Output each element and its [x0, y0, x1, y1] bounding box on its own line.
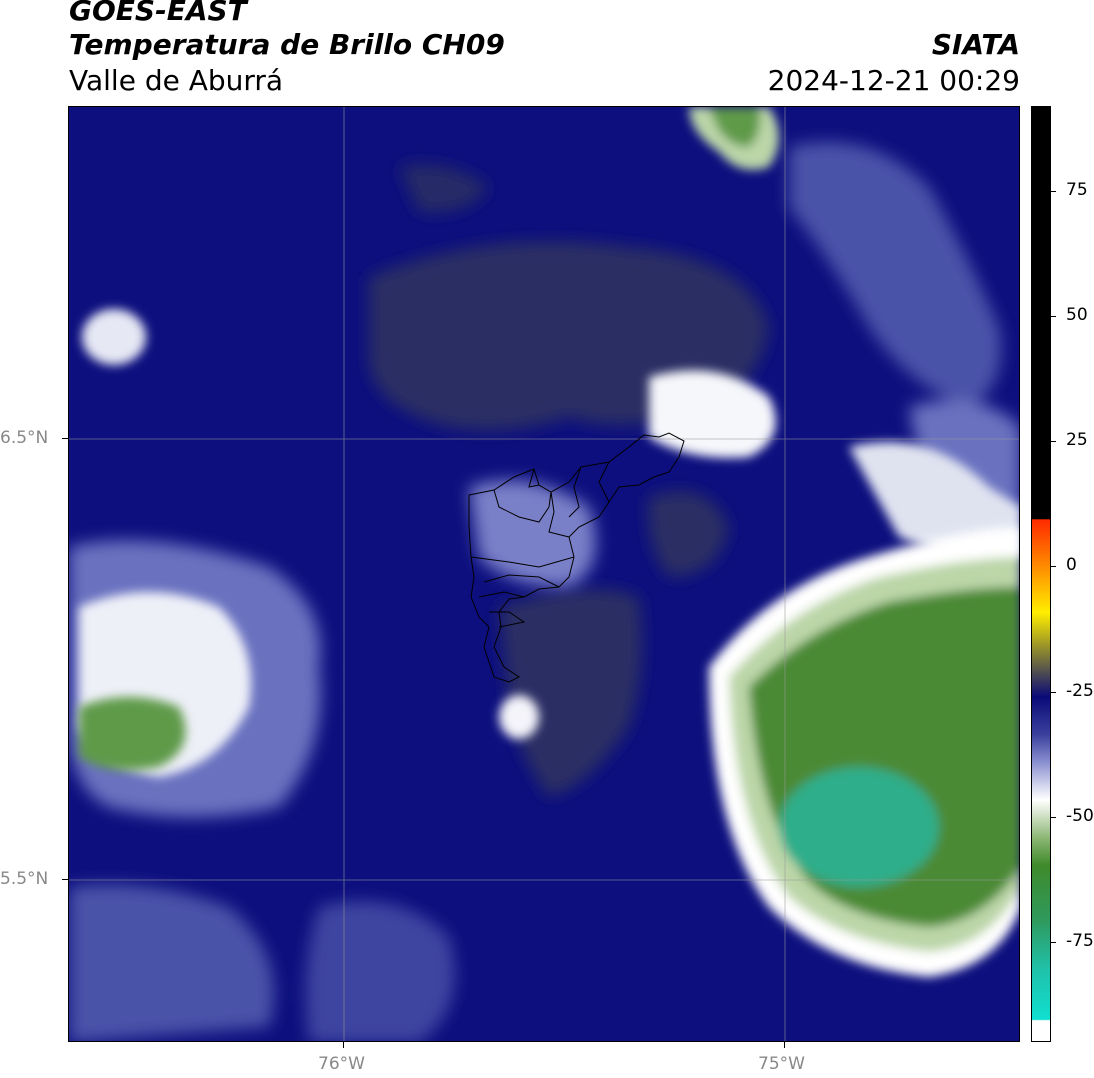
colorbar-tick-label: 75	[1066, 180, 1088, 200]
municipal-boundaries	[468, 432, 685, 683]
colorbar-tick-label: -75	[1066, 931, 1094, 951]
colorbar-gradient	[1032, 107, 1050, 1041]
colorbar-tick-label: 50	[1066, 305, 1088, 325]
lat-label-6-5n: 6.5°N	[0, 428, 49, 448]
title-region: Valle de Aburrá	[69, 64, 284, 97]
brightness-temperature-field	[69, 107, 1019, 1041]
title-timestamp: 2024-12-21 00:29	[767, 64, 1020, 97]
colorbar	[1031, 106, 1051, 1042]
lat-tick-6-5	[62, 438, 68, 439]
lat-tick-5-5	[62, 879, 68, 880]
colorbar-tick	[1051, 566, 1056, 567]
lon-tick-75w	[784, 1042, 785, 1048]
colorbar-tick-label: 25	[1066, 430, 1088, 450]
lon-label-75w: 75°W	[758, 1054, 805, 1074]
title-goes-east: GOES-EAST	[69, 0, 247, 27]
colorbar-tick-label: -50	[1066, 806, 1094, 826]
title-product: Temperatura de Brillo CH09	[69, 28, 505, 61]
colorbar-tick	[1051, 191, 1056, 192]
colorbar-tick-label: 0	[1066, 555, 1077, 575]
title-organization: SIATA	[931, 28, 1020, 61]
colorbar-tick-label: -25	[1066, 681, 1094, 701]
colorbar-tick	[1051, 441, 1056, 442]
colorbar-tick	[1051, 817, 1056, 818]
colorbar-tick	[1051, 316, 1056, 317]
satellite-map[interactable]	[68, 106, 1020, 1042]
lat-label-5-5n: 5.5°N	[0, 869, 49, 889]
lon-tick-76w	[343, 1042, 344, 1048]
colorbar-tick	[1051, 942, 1056, 943]
lon-label-76w: 76°W	[318, 1054, 365, 1074]
graticule	[69, 107, 1019, 1041]
colorbar-tick	[1051, 692, 1056, 693]
deep-convection-green	[79, 107, 1019, 977]
